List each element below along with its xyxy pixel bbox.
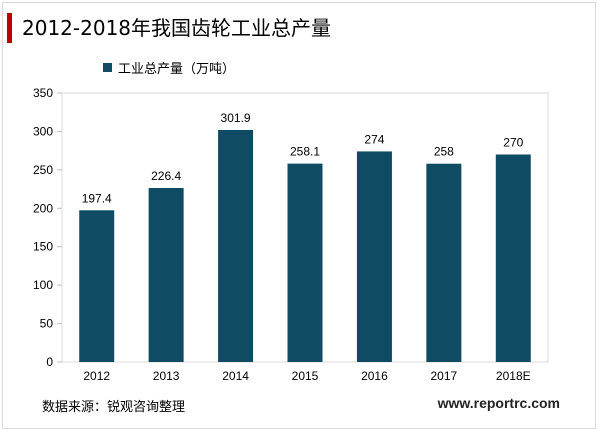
x-tick-label-2012: 2012 xyxy=(83,369,110,383)
x-tick-label-2013: 2013 xyxy=(153,369,180,383)
x-tick-label-2014: 2014 xyxy=(222,369,249,383)
data-label-2016: 274 xyxy=(364,132,384,146)
y-tick-label: 200 xyxy=(33,201,53,215)
y-tick-label: 0 xyxy=(46,355,53,369)
data-label-2017: 258 xyxy=(434,145,454,159)
legend: 工业总产量（万吨） xyxy=(103,58,235,77)
data-label-2013: 226.4 xyxy=(151,169,181,183)
chart-title: 2012-2018年我国齿轮工业总产量 xyxy=(22,16,332,40)
y-tick-label: 250 xyxy=(33,163,53,177)
data-label-2015: 258.1 xyxy=(290,145,320,159)
legend-label: 工业总产量（万吨） xyxy=(118,62,236,77)
x-tick-label-2018E: 2018E xyxy=(496,369,531,383)
x-tick-label-2016: 2016 xyxy=(361,369,388,383)
x-tick-label-2015: 2015 xyxy=(292,369,319,383)
bar-2014 xyxy=(218,129,254,362)
y-tick-label: 300 xyxy=(33,124,53,138)
y-tick-label: 50 xyxy=(40,317,54,331)
data-label-2018E: 270 xyxy=(503,135,523,149)
site-url: www.reportrc.com xyxy=(437,395,560,411)
title-accent-bar xyxy=(7,13,12,43)
y-tick-label: 150 xyxy=(33,240,53,254)
bar-2015 xyxy=(287,163,323,362)
y-tick-label: 100 xyxy=(33,278,53,292)
x-tick-label-2017: 2017 xyxy=(431,369,458,383)
bar-2016 xyxy=(356,151,392,362)
data-label-2012: 197.4 xyxy=(82,191,112,205)
chart-frame xyxy=(2,2,596,429)
data-label-2014: 301.9 xyxy=(221,111,251,125)
source-note: 数据来源：锐观咨询整理 xyxy=(42,400,186,415)
legend-swatch xyxy=(103,63,112,72)
bar-2013 xyxy=(148,187,184,362)
bar-2017 xyxy=(426,163,462,362)
bar-2018E xyxy=(495,154,531,362)
y-tick-label: 350 xyxy=(33,86,53,100)
bar-2012 xyxy=(79,210,115,362)
